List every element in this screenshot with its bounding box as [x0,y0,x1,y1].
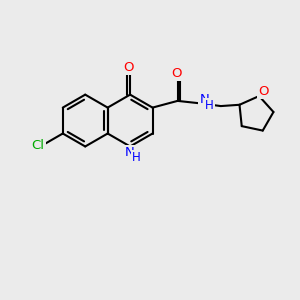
Text: H: H [132,151,141,164]
Text: N: N [125,146,135,159]
Text: N: N [200,94,209,106]
Text: O: O [258,85,269,98]
Text: Cl: Cl [32,139,45,152]
Text: O: O [171,67,181,80]
Text: O: O [123,61,134,74]
Text: H: H [205,99,214,112]
